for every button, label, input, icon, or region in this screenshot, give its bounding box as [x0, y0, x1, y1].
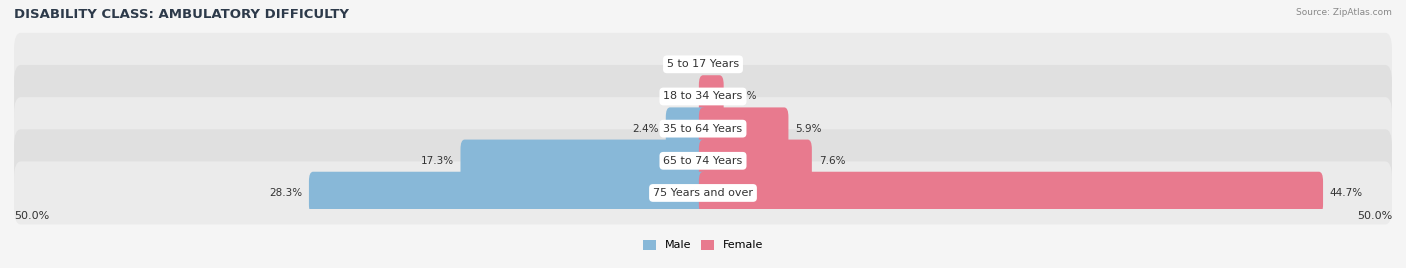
FancyBboxPatch shape [309, 172, 707, 214]
Text: 75 Years and over: 75 Years and over [652, 188, 754, 198]
Text: 18 to 34 Years: 18 to 34 Years [664, 91, 742, 102]
FancyBboxPatch shape [699, 107, 789, 150]
Text: 5 to 17 Years: 5 to 17 Years [666, 59, 740, 69]
Text: 17.3%: 17.3% [420, 156, 454, 166]
Text: 5.9%: 5.9% [796, 124, 823, 134]
FancyBboxPatch shape [14, 129, 1392, 192]
FancyBboxPatch shape [14, 161, 1392, 225]
FancyBboxPatch shape [666, 107, 707, 150]
FancyBboxPatch shape [14, 97, 1392, 160]
Legend: Male, Female: Male, Female [638, 235, 768, 255]
FancyBboxPatch shape [699, 172, 1323, 214]
Text: 50.0%: 50.0% [1357, 211, 1392, 221]
Text: 1.2%: 1.2% [731, 91, 756, 102]
Text: 0.0%: 0.0% [714, 59, 741, 69]
FancyBboxPatch shape [14, 65, 1392, 128]
Text: 0.0%: 0.0% [665, 59, 692, 69]
Text: 35 to 64 Years: 35 to 64 Years [664, 124, 742, 134]
FancyBboxPatch shape [699, 140, 811, 182]
Text: 50.0%: 50.0% [14, 211, 49, 221]
Text: 7.6%: 7.6% [818, 156, 845, 166]
FancyBboxPatch shape [699, 75, 724, 118]
Text: DISABILITY CLASS: AMBULATORY DIFFICULTY: DISABILITY CLASS: AMBULATORY DIFFICULTY [14, 8, 349, 21]
FancyBboxPatch shape [461, 140, 707, 182]
Text: 44.7%: 44.7% [1330, 188, 1362, 198]
Text: Source: ZipAtlas.com: Source: ZipAtlas.com [1296, 8, 1392, 17]
Text: 28.3%: 28.3% [269, 188, 302, 198]
Text: 0.0%: 0.0% [665, 91, 692, 102]
Text: 65 to 74 Years: 65 to 74 Years [664, 156, 742, 166]
Text: 2.4%: 2.4% [633, 124, 659, 134]
FancyBboxPatch shape [14, 33, 1392, 96]
